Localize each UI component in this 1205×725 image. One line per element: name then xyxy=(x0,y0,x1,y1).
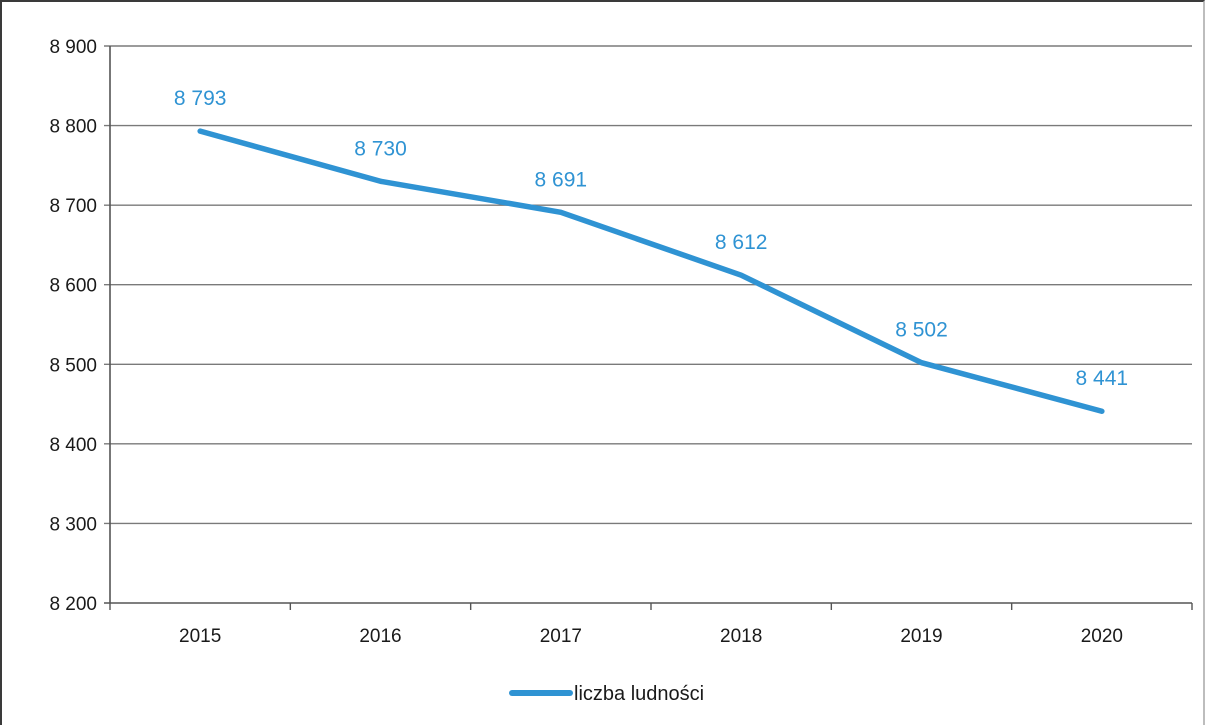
x-tick-label-2016: 2016 xyxy=(359,626,401,647)
x-tick-label-2015: 2015 xyxy=(179,626,221,647)
data-label-2019: 8 502 xyxy=(895,319,948,342)
y-tick-label: 8 400 xyxy=(49,435,97,456)
x-tick-label-2019: 2019 xyxy=(900,626,942,647)
series-line-0 xyxy=(197,128,1105,414)
y-tick-label: 8 700 xyxy=(49,196,97,217)
data-label-2017: 8 691 xyxy=(535,168,588,191)
legend-label-liczba-ludnosci: liczba ludności xyxy=(574,683,704,705)
y-tick-label: 8 600 xyxy=(49,276,97,297)
gridlines xyxy=(104,45,1192,604)
data-labels: 8 793 8 730 8 691 8 612 8 502 8 441 xyxy=(174,87,1128,390)
data-label-2015: 8 793 xyxy=(174,87,227,110)
x-tick-label-2017: 2017 xyxy=(540,626,582,647)
y-tick-label: 8 500 xyxy=(49,355,97,376)
y-tick-label: 8 300 xyxy=(49,514,97,535)
series-group xyxy=(197,128,1105,414)
x-tick-label-2020: 2020 xyxy=(1081,626,1123,647)
data-label-2018: 8 612 xyxy=(715,231,768,254)
y-tick-label: 8 900 xyxy=(49,37,97,58)
x-tick-label-2018: 2018 xyxy=(720,626,762,647)
y-tick-label: 8 200 xyxy=(49,594,97,615)
y-tick-label: 8 800 xyxy=(49,117,97,138)
x-axis: 2015 2016 2017 2018 2019 2020 xyxy=(109,603,1193,647)
legend: liczba ludności xyxy=(509,683,704,705)
data-label-2020: 8 441 xyxy=(1076,367,1129,390)
data-label-2016: 8 730 xyxy=(354,137,407,160)
y-axis: 8 900 8 800 8 700 8 600 8 500 8 400 8 300 8 200 xyxy=(49,37,111,615)
